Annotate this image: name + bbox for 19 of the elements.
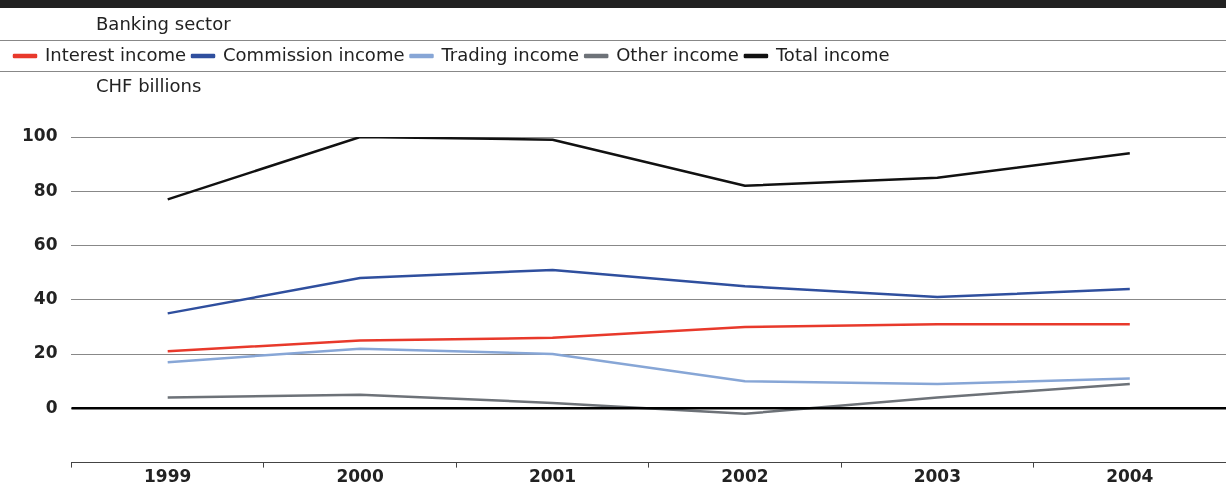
x-tick-label: 2004 (1106, 466, 1154, 487)
y-tick-label: 0 (45, 396, 58, 417)
y-axis-title: CHF billions (96, 74, 202, 96)
y-tick-label: 40 (33, 288, 58, 309)
x-tick-label: 2002 (721, 466, 769, 487)
y-tick-label: 60 (33, 233, 58, 254)
y-tick-label: 80 (33, 179, 58, 200)
x-tick-label: 2003 (913, 466, 962, 487)
chart-title: Banking sector (96, 12, 232, 34)
y-tick-label: 20 (33, 342, 58, 363)
x-tick-label: 2001 (528, 466, 577, 487)
x-tick-label: 1999 (144, 466, 192, 487)
legend-label: Trading income (440, 43, 580, 65)
y-tick-label: 100 (21, 125, 58, 146)
legend-label: Interest income (45, 43, 187, 65)
legend-label: Total income (774, 43, 890, 65)
x-tick-label: 2000 (336, 466, 384, 487)
legend-label: Commission income (223, 43, 405, 65)
legend-label: Other income (616, 43, 739, 65)
